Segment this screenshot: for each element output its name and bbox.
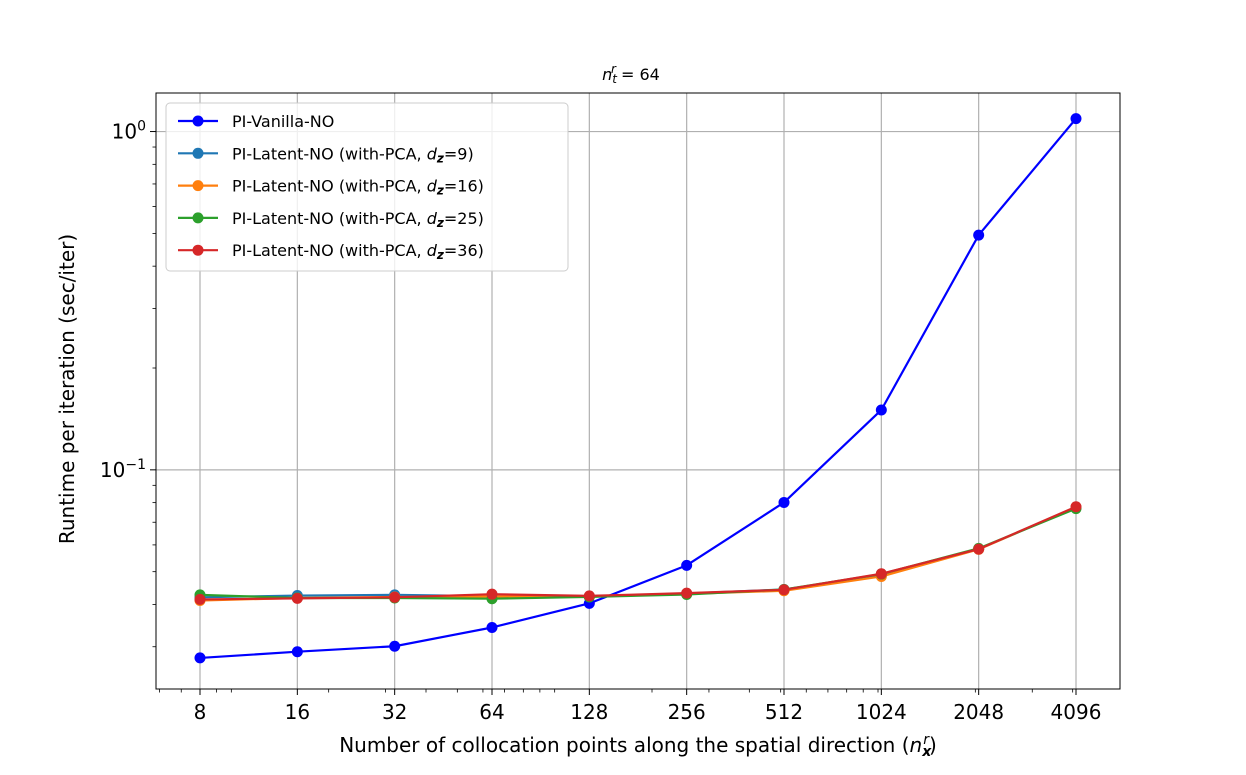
series-2 [194,501,1082,606]
series-4 [194,501,1082,605]
legend-entry: PI-Latent-NO (with-PCA, dz=25) [178,209,484,230]
data-point [973,543,985,555]
data-point [389,591,401,603]
x-tick-label: 1024 [856,700,907,724]
data-point [291,592,303,604]
legend-label: PI-Latent-NO (with-PCA, dz=25) [232,209,484,230]
x-axis-label-var: n [910,733,923,757]
legend-entry: PI-Vanilla-NO [178,112,334,131]
x-tick-label: 16 [285,700,310,724]
legend-entry: PI-Latent-NO (with-PCA, dz=9) [178,144,474,165]
y-tick-label: 100 [112,118,146,143]
title-var: n [602,65,612,84]
chart-title: ntr = 64 [602,62,660,86]
x-tick-label: 4096 [1051,700,1102,724]
x-tick-label: 128 [570,700,608,724]
x-tick-label: 2048 [953,700,1004,724]
series-layer [194,113,1082,664]
data-point [973,229,985,241]
series-line [199,506,1077,602]
title-var-sup: r [611,62,617,76]
y-tick-label: 10−1 [100,456,146,481]
data-point [194,593,206,605]
x-tick-label: 256 [668,700,706,724]
y-axis-label: Runtime per iteration (sec/iter) [55,234,79,544]
x-axis-label-prefix: Number of collocation points along the s… [339,733,909,757]
x-tick-label: 8 [194,700,207,724]
data-point [583,590,595,602]
plot-frame [155,92,1121,690]
minor-ticks [152,146,1074,693]
series-line [199,505,1077,601]
series-line [199,117,1077,660]
legend-marker [192,180,204,192]
data-point [1070,501,1082,513]
x-tick-label: 512 [765,700,803,724]
data-point [194,652,206,664]
data-point [681,559,693,571]
x-axis-label-var-sub: x [921,744,932,760]
legend-box [165,102,569,272]
legend-marker [192,115,204,127]
axes: 8 16 32 64 128 256 512 1024 2048 4096 100 10−1 [100,118,1102,724]
data-point [875,568,887,580]
data-point [291,646,303,658]
x-axis-label-suffix: ) [929,733,937,757]
legend-label: PI-Vanilla-NO [232,112,334,131]
x-tick-label: 32 [382,700,407,724]
data-point [681,587,693,599]
legend-label: PI-Latent-NO (with-PCA, dz=9) [232,144,474,165]
legend-entry: PI-Latent-NO (with-PCA, dz=16) [178,177,484,198]
x-axis-label: Number of collocation points along the s… [339,732,937,759]
legend-label: PI-Latent-NO (with-PCA, dz=36) [232,241,484,262]
data-point [778,584,790,596]
legend-marker [192,212,204,224]
legend-entry: PI-Latent-NO (with-PCA, dz=36) [178,241,484,262]
legend: PI-Vanilla-NO PI-Latent-NO (with-PCA, dz=… [165,102,569,272]
legend-label: PI-Latent-NO (with-PCA, dz=16) [232,177,484,198]
x-axis-label-var-sup: r [923,732,930,748]
data-point [486,621,498,633]
title-var-sub: t [612,72,618,86]
data-point [1070,113,1082,125]
data-point [486,588,498,600]
series-1 [194,502,1082,603]
legend-marker [192,244,204,256]
legend-marker [192,147,204,159]
x-tick-label: 64 [479,700,504,724]
data-point [778,496,790,508]
title-rest: = 64 [616,65,660,84]
data-point [389,640,401,652]
data-point [875,404,887,416]
legend-items: PI-Vanilla-NO PI-Latent-NO (with-PCA, dz=… [178,112,484,262]
series-3 [194,503,1082,605]
